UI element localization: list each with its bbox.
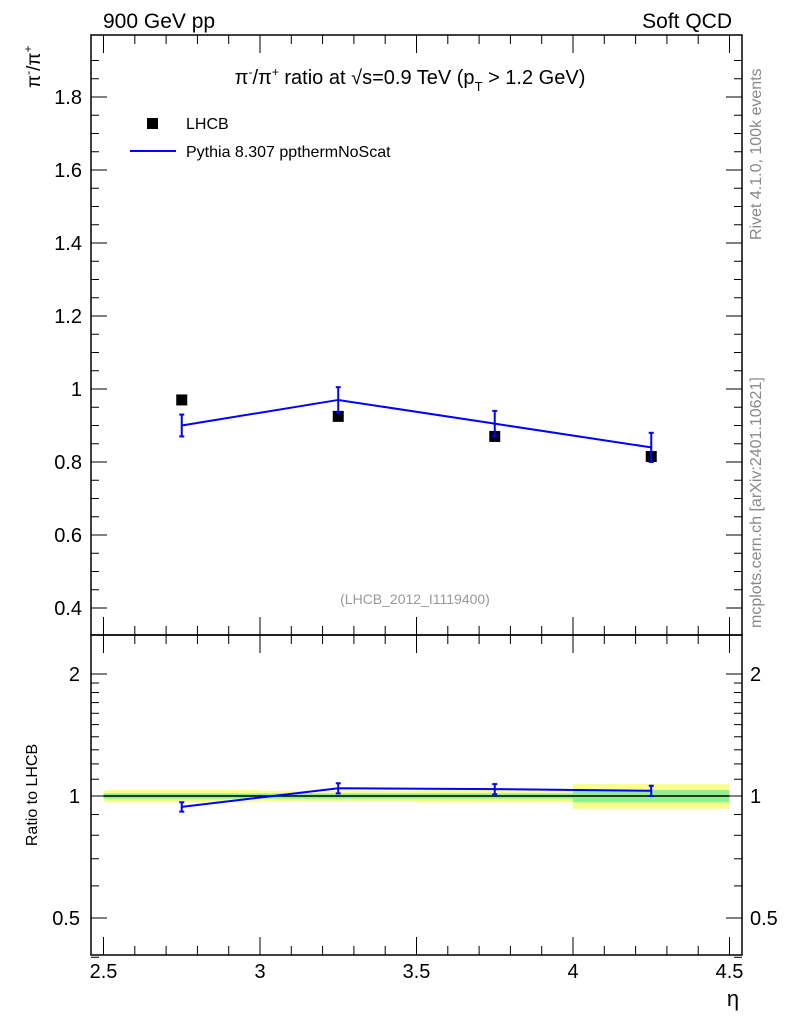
legend-lhcb-marker <box>147 118 158 129</box>
ratio-y-tick-label-left: 2 <box>69 664 80 686</box>
x-tick-label: 4 <box>567 961 578 983</box>
plot-title: π-/π+ ratio at √s=0.9 TeV (pT > 1.2 GeV) <box>235 65 586 94</box>
analysis-watermark: (LHCB_2012_I1119400) <box>340 591 490 607</box>
lhcb-data-point <box>332 410 344 422</box>
x-tick-label: 2.5 <box>90 961 118 983</box>
ratio-y-tick-label-right: 1 <box>750 786 761 808</box>
ratio-y-tick-label-right: 2 <box>750 664 761 686</box>
ratio-plot-data <box>179 782 654 813</box>
main-y-tick-label: 0.8 <box>54 452 82 474</box>
rivet-label: Rivet 4.1.0, 100k events <box>748 68 765 240</box>
main-y-tick-label: 1.8 <box>54 87 82 109</box>
main-axis-ticks <box>91 35 742 635</box>
main-y-tick-label: 1.6 <box>54 160 82 182</box>
ratio-pythia-line <box>181 787 652 808</box>
main-y-tick-label: 1.2 <box>54 306 82 328</box>
x-tick-label: 3.5 <box>403 961 431 983</box>
energy-label: 900 GeV pp <box>103 10 215 33</box>
main-y-tick-label: 1 <box>71 379 82 401</box>
main-plot-data <box>176 386 657 463</box>
legend-lhcb-label: LHCB <box>186 116 229 133</box>
x-tick-label: 3 <box>254 961 265 983</box>
main-y-tick-label: 0.6 <box>54 525 82 547</box>
x-axis-label: η <box>727 986 739 1011</box>
mcplots-label: mcplots.cern.ch [arXiv:2401.10621] <box>748 377 765 628</box>
ratio-y-axis-label: Ratio to LHCB <box>24 744 41 846</box>
pythia-line <box>181 398 652 449</box>
main-y-tick-label: 1.4 <box>54 233 82 255</box>
tick-labels: 0.4 0.6 0.8 1 1.2 1.4 1.6 1.8 2.5 3 3.5 4 4.5 0.5 0.5 1… <box>52 87 778 983</box>
legend-pythia-label: Pythia 8.307 ppthermNoScat <box>186 144 391 161</box>
x-tick-label: 4.5 <box>716 961 744 983</box>
category-label: Soft QCD <box>642 10 732 33</box>
ratio-axis-ticks <box>91 635 742 958</box>
main-y-tick-label: 0.4 <box>54 598 82 620</box>
ratio-uncertainty-bands <box>103 784 730 809</box>
ratio-y-tick-label-left: 0.5 <box>52 908 80 930</box>
ratio-y-tick-label-right: 0.5 <box>750 908 778 930</box>
ratio-plot-frame <box>90 634 743 956</box>
lhcb-data-point <box>176 394 188 406</box>
main-y-axis-label: π-/π+ <box>21 45 45 88</box>
ratio-y-tick-label-left: 1 <box>69 786 80 808</box>
